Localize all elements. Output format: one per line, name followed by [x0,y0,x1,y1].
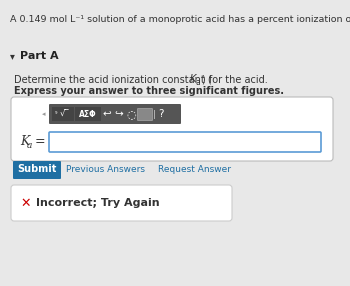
Text: ) for the acid.: ) for the acid. [202,74,268,84]
FancyBboxPatch shape [11,185,232,221]
Text: ◂: ◂ [42,111,46,117]
Text: ?: ? [158,109,164,119]
Text: a: a [27,140,32,150]
Text: Request Answer: Request Answer [158,165,231,174]
Text: Previous Answers: Previous Answers [66,165,145,174]
Text: ↩: ↩ [103,109,111,119]
FancyBboxPatch shape [75,107,101,121]
Text: a: a [196,78,201,86]
FancyBboxPatch shape [138,108,153,120]
Text: ✕: ✕ [21,196,31,210]
Text: =: = [31,134,46,148]
FancyBboxPatch shape [52,107,74,121]
Text: ⁹: ⁹ [55,112,57,116]
FancyBboxPatch shape [49,104,181,124]
Text: A 0.149 mol L⁻¹ solution of a monoprotic acid has a percent ionization of 2.74%.: A 0.149 mol L⁻¹ solution of a monoprotic… [10,15,350,23]
Text: |: | [153,110,155,118]
Text: ◌: ◌ [126,109,136,119]
Text: Determine the acid ionization constant (: Determine the acid ionization constant ( [14,74,212,84]
FancyBboxPatch shape [13,161,61,179]
Text: √‾: √‾ [60,110,70,118]
Text: K: K [190,74,196,84]
Text: Incorrect; Try Again: Incorrect; Try Again [36,198,160,208]
Text: Part A: Part A [20,51,59,61]
FancyBboxPatch shape [11,97,333,161]
Text: Express your answer to three significant figures.: Express your answer to three significant… [14,86,284,96]
FancyBboxPatch shape [49,132,321,152]
Text: ▾: ▾ [10,51,15,61]
Text: Submit: Submit [17,164,57,174]
Text: K: K [20,134,29,148]
Text: ↪: ↪ [115,109,123,119]
Text: AΣΦ: AΣΦ [79,110,97,118]
